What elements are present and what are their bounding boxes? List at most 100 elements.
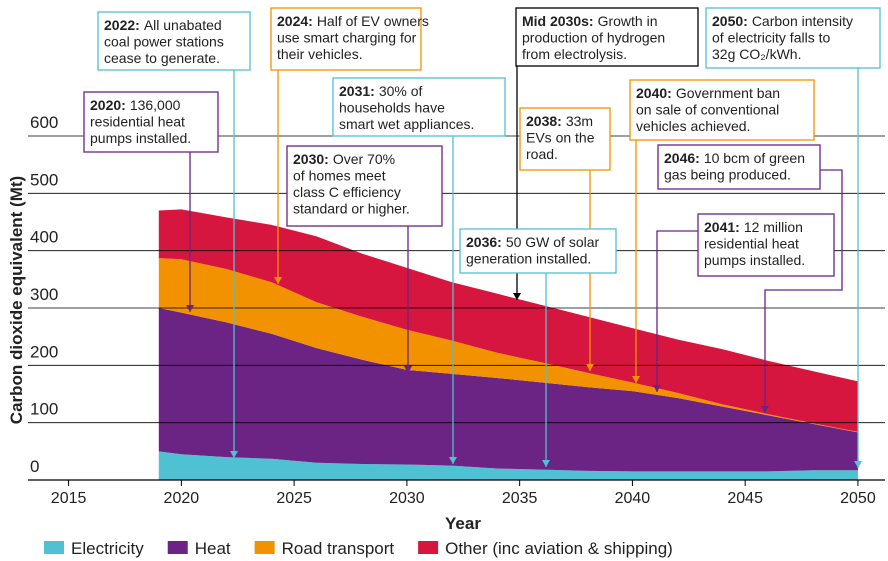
legend-swatch bbox=[44, 541, 64, 554]
annotation-box bbox=[286, 145, 443, 227]
annotation-line: households have bbox=[339, 100, 445, 116]
arrow-head bbox=[653, 385, 661, 392]
annotation-line: road. bbox=[526, 146, 558, 162]
annotation-line: Half of EV owners bbox=[317, 13, 429, 29]
annotation-box bbox=[515, 7, 699, 67]
area bbox=[158, 258, 858, 433]
annotation-line: 10 bcm of green bbox=[704, 150, 805, 166]
legend-swatch bbox=[167, 541, 188, 554]
arrow-head bbox=[632, 376, 640, 383]
annotation-line: Government ban bbox=[676, 85, 780, 101]
arrow-head bbox=[230, 451, 238, 458]
annotation-box bbox=[97, 11, 251, 71]
annotation-line: coal power stations bbox=[104, 34, 224, 50]
annotation-text: 2036: 50 GW of solar generation installed. bbox=[466, 234, 600, 267]
x-tick-label: 2050 bbox=[840, 490, 876, 507]
annotation-label: 2031: bbox=[339, 83, 375, 99]
annotation-label: 2020: bbox=[90, 97, 126, 113]
annotation-text: 2030: Over 70% of homes meet class C effici… bbox=[293, 151, 410, 217]
annotation-text: 2041: 12 million residential heat pumps ins… bbox=[704, 219, 805, 268]
area bbox=[158, 308, 858, 472]
y-tick-label: 600 bbox=[30, 113, 58, 132]
annotation-line: smart wet appliances. bbox=[339, 116, 474, 132]
legend-swatch bbox=[418, 541, 439, 554]
y-tick-label: 200 bbox=[30, 342, 58, 361]
x-tick-label: 2035 bbox=[502, 490, 538, 507]
annotation-line: Over 70% bbox=[333, 151, 395, 167]
annotation-label: 2022: bbox=[104, 17, 140, 33]
annotation-line: residential heat bbox=[704, 236, 799, 252]
annotation-label: 2036: bbox=[466, 234, 502, 250]
legend-swatch bbox=[254, 541, 275, 554]
arrow-head bbox=[404, 366, 412, 373]
y-tick-label: 100 bbox=[30, 400, 58, 419]
annotation-line: standard or higher. bbox=[293, 201, 410, 217]
arrow-head bbox=[542, 460, 550, 467]
annotation-text: 2024: Half of EV owners use smart charging… bbox=[277, 13, 429, 62]
annotation-line: Carbon intensity bbox=[752, 13, 853, 29]
y-tick-label: 0 bbox=[30, 457, 39, 476]
annotation-line: cease to generate. bbox=[104, 50, 220, 66]
annotation-line: pumps installed. bbox=[90, 130, 191, 146]
annotation-line: 136,000 bbox=[130, 97, 181, 113]
annotation-line: 33m bbox=[566, 113, 593, 129]
legend-label: Heat bbox=[195, 539, 231, 558]
annotation-box bbox=[270, 7, 422, 71]
annotation-text: 2040: Government ban on sale of convention… bbox=[636, 85, 780, 134]
annotation-box bbox=[697, 213, 835, 277]
annotation-box bbox=[83, 91, 219, 153]
annotation-line: 12 million bbox=[744, 219, 803, 235]
annotation-label: 2038: bbox=[526, 113, 562, 129]
annotation-text: 2020: 136,000 residential heat pumps instal… bbox=[90, 97, 191, 146]
annotation-line: EVs on the bbox=[526, 130, 595, 146]
annotation-box bbox=[629, 79, 815, 141]
arrow-head bbox=[854, 461, 862, 468]
arrow-head bbox=[761, 406, 769, 413]
annotation-box bbox=[657, 144, 821, 190]
legend-label: Road transport bbox=[282, 539, 395, 558]
arrow-head bbox=[449, 457, 457, 464]
annotation-box bbox=[705, 7, 881, 69]
annotation-line: 30% of bbox=[379, 83, 423, 99]
x-tick-label: 2015 bbox=[51, 490, 87, 507]
annotation-line: All unabated bbox=[144, 17, 222, 33]
legend-label: Electricity bbox=[71, 539, 144, 558]
annotation-text: 2031: 30% of households have smart wet appl… bbox=[339, 83, 474, 132]
annotation-line: Growth in bbox=[598, 13, 658, 29]
annotation-line: their vehicles. bbox=[277, 46, 363, 62]
annotation-label: 2046: bbox=[664, 150, 700, 166]
annotation-line: use smart charging for bbox=[277, 30, 417, 46]
annotation-line: on sale of conventional bbox=[636, 102, 779, 118]
annotation-text: 2022: All unabated coal power stations ceas… bbox=[104, 17, 224, 66]
annotation-text: Mid 2030s: Growth in production of hydroge… bbox=[522, 13, 665, 62]
y-tick-label: 300 bbox=[30, 285, 58, 304]
area bbox=[158, 451, 858, 480]
annotation-label: 2050: bbox=[712, 13, 748, 29]
x-tick-label: 2030 bbox=[389, 490, 425, 507]
annotation-line: pumps installed. bbox=[704, 252, 805, 268]
annotation-label: 2040: bbox=[636, 85, 672, 101]
annotation-label: 2024: bbox=[277, 13, 313, 29]
annotation-line: from electrolysis. bbox=[522, 46, 627, 62]
y-axis-title: Carbon dioxide equivalent (Mt) bbox=[7, 176, 26, 424]
annotation-label: 2030: bbox=[293, 151, 329, 167]
annotation-line: of electricity falls to bbox=[712, 30, 830, 46]
annotation-line: gas being produced. bbox=[664, 167, 791, 183]
arrow-head bbox=[274, 277, 282, 284]
annotation-label: 2041: bbox=[704, 219, 740, 235]
arrow-head bbox=[513, 293, 521, 300]
x-tick-label: 2020 bbox=[164, 490, 200, 507]
annotations: 2022: All unabated coal power stations ceas… bbox=[83, 7, 881, 468]
x-axis-title: Year bbox=[445, 514, 481, 533]
y-tick-label: 500 bbox=[30, 170, 58, 189]
annotation-line: 32g CO₂/kWh. bbox=[712, 46, 801, 62]
leader-line bbox=[764, 169, 843, 413]
arrow-head bbox=[586, 364, 594, 371]
annotation-text: 2046: 10 bcm of green gas being produced. bbox=[664, 150, 805, 183]
leader-line bbox=[656, 230, 698, 392]
annotation-line: generation installed. bbox=[466, 251, 591, 267]
annotation-text: 2038: 33m EVs on the road. bbox=[526, 113, 595, 162]
x-tick-label: 2040 bbox=[615, 490, 651, 507]
annotation-line: production of hydrogen bbox=[522, 30, 665, 46]
